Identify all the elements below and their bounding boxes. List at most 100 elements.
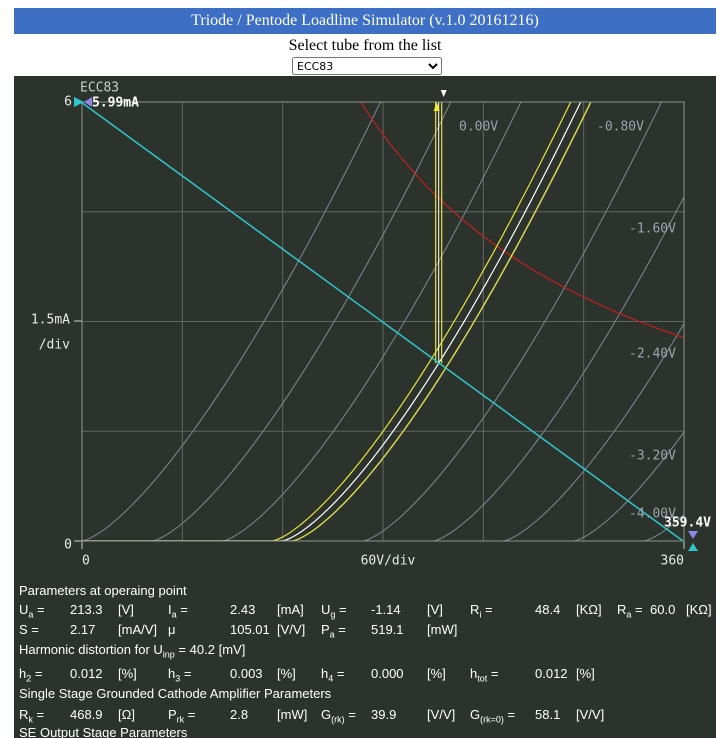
plot-layer: ECC83 6 5.99mA 1.5mA/div 00 60V/div 360 359.4V 0… xyxy=(31,81,711,569)
param-label: Ri = xyxy=(470,602,493,623)
param-label: Ua = xyxy=(19,602,45,623)
label-text: h xyxy=(168,666,176,681)
label-text: = xyxy=(487,666,499,681)
grid-voltage-label: -4.00V xyxy=(629,507,676,522)
param-unit: [mA/V] xyxy=(118,622,158,637)
tube-select[interactable]: ECC83 xyxy=(292,57,442,75)
marker xyxy=(440,90,447,97)
label-text: R xyxy=(19,707,29,722)
label-text: = xyxy=(33,602,45,617)
marker xyxy=(433,102,440,111)
param-value: 58.1 xyxy=(535,707,561,722)
grid-voltage-label: -2.40V xyxy=(629,347,676,362)
loadline-chart: ECC83 6 5.99mA 1.5mA/div 00 60V/div 360 359.4V 0… xyxy=(14,76,716,578)
label-subscript: rk xyxy=(176,714,185,725)
label-text: = xyxy=(344,707,356,722)
label-text: = xyxy=(335,602,347,617)
param-label: Prk = xyxy=(168,707,195,728)
param-unit: [Ω] xyxy=(118,707,135,722)
swing-curve xyxy=(82,102,572,541)
label-text: P xyxy=(168,707,177,722)
label-text: h xyxy=(470,666,478,681)
param-value: 60.0 xyxy=(650,602,676,617)
characteristic-curve xyxy=(82,102,522,541)
marker xyxy=(687,531,698,539)
grid-voltage-label: -0.80V xyxy=(597,120,644,135)
param-value: 105.01 xyxy=(230,622,270,637)
chart-panel xyxy=(14,76,716,578)
param-label: h2 = xyxy=(19,666,42,687)
label-text: h xyxy=(19,666,27,681)
title-bar: Triode / Pentode Loadline Simulator (v.1… xyxy=(14,8,716,34)
dissipation-curve xyxy=(360,102,684,339)
param-label: h3 = xyxy=(168,666,191,687)
grid-voltage-label: -3.20V xyxy=(629,449,676,464)
marker xyxy=(687,543,698,551)
param-label: Ia = xyxy=(168,602,188,623)
characteristic-curve xyxy=(82,102,662,541)
label-subscript: g xyxy=(330,609,336,620)
characteristic-curve xyxy=(82,323,684,541)
param-value: 0.003 xyxy=(230,666,263,681)
param-value: 0.012 xyxy=(535,666,568,681)
param-value: 213.3 xyxy=(70,602,103,617)
y-tick-label: 6 xyxy=(64,95,72,110)
x-scale-label: 60V/div xyxy=(361,554,416,569)
label-subscript: 2 xyxy=(26,673,32,684)
param-unit: [mA] xyxy=(277,602,304,617)
param-unit: [%] xyxy=(118,666,137,681)
param-label: h4 = xyxy=(321,666,344,687)
operating-curve xyxy=(82,102,582,541)
label-text: = xyxy=(174,642,187,657)
label-text: R xyxy=(617,602,627,617)
characteristic-curve xyxy=(82,102,382,541)
param-unit: [V/V] xyxy=(277,622,306,637)
label-subscript: k xyxy=(28,714,33,725)
label-text: = xyxy=(32,707,45,722)
param-value: 48.4 xyxy=(535,602,561,617)
param-label: htot = xyxy=(470,666,498,687)
param-unit: [%] xyxy=(277,666,296,681)
curve-group xyxy=(82,102,684,541)
app-title: Triode / Pentode Loadline Simulator (v.1… xyxy=(191,12,539,29)
label-text: = xyxy=(31,666,43,681)
param-unit: [V/V] xyxy=(427,707,456,722)
param-value: 0.000 xyxy=(371,666,404,681)
label-text: = xyxy=(334,622,346,637)
param-unit: [KΩ] xyxy=(686,602,712,617)
label-text: = xyxy=(184,707,196,722)
grid-voltage-label: -1.60V xyxy=(629,222,676,237)
label-subscript: (rk) xyxy=(331,714,345,725)
select-label: Select tube from the list xyxy=(288,37,442,54)
tube-name: ECC83 xyxy=(80,81,119,96)
param-value: 2.8 xyxy=(230,707,249,722)
label-subscript: (rk=0) xyxy=(480,714,504,725)
label-text: = xyxy=(631,602,643,617)
y-scale-label: 1.5mA xyxy=(31,313,70,328)
param-unit: [KΩ] xyxy=(576,602,602,617)
swing-curve xyxy=(82,102,592,541)
section-heading: Parameters at operaing point xyxy=(19,583,187,598)
param-unit: [mW] xyxy=(277,707,308,722)
y-scale-unit: /div xyxy=(39,338,70,353)
characteristic-curve xyxy=(82,196,684,541)
param-value: 39.9 xyxy=(371,707,397,722)
param-value: -1.14 xyxy=(371,602,401,617)
label-text: = xyxy=(481,602,493,617)
param-value: 0.012 xyxy=(70,666,103,681)
label-text: Harmonic distortion for U xyxy=(19,642,163,657)
load-line xyxy=(81,102,684,542)
label-text: P xyxy=(321,622,330,637)
label-subscript: 3 xyxy=(175,673,181,684)
label-text: = xyxy=(176,602,188,617)
label-text: = xyxy=(180,666,192,681)
param-unit: [%] xyxy=(427,666,446,681)
param-value: 519.1 xyxy=(371,622,404,637)
parameter-panel: Parameters at operaing point Ua = 213.3 [V]… xyxy=(14,578,716,738)
label-text: = xyxy=(333,666,345,681)
label-subscript: i xyxy=(479,609,482,620)
param-label: Pa = xyxy=(321,622,346,643)
voltage-limit-label: 359.4V xyxy=(664,516,711,531)
